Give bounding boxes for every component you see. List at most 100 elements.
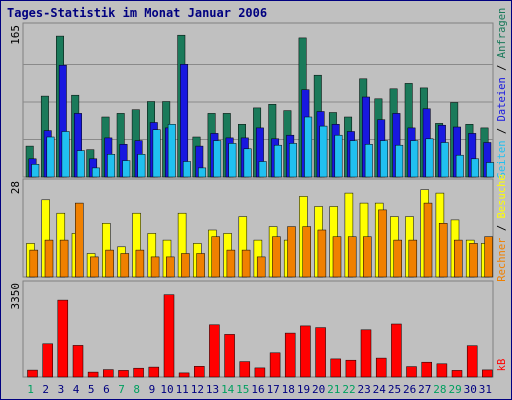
- bar-kb: [269, 352, 281, 378]
- legend-item: Dateien: [496, 77, 508, 121]
- day-label: 27: [418, 383, 431, 396]
- visits-legend: Rechner / Besuche: [496, 174, 508, 282]
- day-label: 25: [388, 383, 401, 396]
- bar-rechner: [166, 256, 175, 278]
- bar-seiten: [152, 129, 161, 178]
- day-label: 22: [342, 383, 355, 396]
- day-label: 1: [27, 383, 34, 396]
- bar-kb: [360, 329, 372, 378]
- bar-seiten: [395, 144, 404, 178]
- bar-rechner: [150, 256, 160, 278]
- bar-seiten: [455, 154, 464, 178]
- bar-seiten: [380, 140, 388, 178]
- day-label: 21: [327, 383, 340, 396]
- bar-rechner: [469, 243, 478, 278]
- bar-kb: [482, 369, 493, 378]
- bar-rechner: [59, 239, 69, 278]
- bar-kb: [148, 366, 160, 378]
- day-label: 13: [206, 383, 219, 396]
- requests-legend: Seiten / Dateien / Anfragen: [496, 8, 508, 179]
- bar-kb: [421, 361, 432, 378]
- day-label: 16: [251, 383, 264, 396]
- day-label: 5: [88, 383, 95, 396]
- bar-kb: [345, 359, 357, 378]
- bar-rechner: [347, 236, 357, 278]
- bar-rechner: [287, 226, 296, 278]
- legend-item: Rechner: [496, 237, 508, 281]
- bar-rechner: [181, 253, 190, 278]
- bar-seiten: [122, 160, 131, 178]
- day-label: 6: [103, 383, 110, 396]
- bar-kb: [466, 345, 478, 378]
- bar-seiten: [76, 150, 85, 178]
- bar-seiten: [31, 164, 40, 178]
- bar-kb: [330, 358, 341, 378]
- bar-kb: [27, 369, 38, 378]
- bar-seiten: [289, 143, 297, 178]
- day-label: 31: [479, 383, 492, 396]
- bar-kb: [391, 323, 402, 378]
- bar-rechner: [438, 223, 448, 278]
- bar-kb: [436, 363, 448, 378]
- bar-kb: [254, 367, 266, 378]
- bar-rechner: [423, 202, 433, 278]
- bar-seiten: [334, 134, 343, 178]
- bar-rechner: [196, 253, 205, 278]
- bar-kb: [406, 366, 417, 378]
- legend-separator: /: [496, 121, 508, 140]
- bar-seiten: [46, 136, 55, 178]
- bar-kb: [209, 324, 220, 378]
- y-max-label: 165: [9, 25, 22, 45]
- day-label: 12: [191, 383, 204, 396]
- day-label: 29: [448, 383, 461, 396]
- bar-seiten: [319, 125, 328, 178]
- day-label: 17: [267, 383, 280, 396]
- legend-item: Besuche: [496, 174, 508, 218]
- day-label: 24: [373, 383, 387, 396]
- bar-kb: [315, 327, 326, 378]
- bar-kb: [42, 343, 53, 378]
- bar-kb: [103, 369, 114, 378]
- bar-rechner: [332, 236, 342, 278]
- kbytes-legend: kB: [496, 359, 508, 372]
- bar-seiten: [425, 138, 434, 178]
- day-label: 19: [297, 383, 310, 396]
- bar-seiten: [349, 140, 358, 178]
- bar-rechner: [378, 209, 387, 278]
- day-label: 14: [221, 383, 235, 396]
- day-label: 11: [176, 383, 189, 396]
- bar-kb: [375, 357, 387, 378]
- bar-seiten: [440, 142, 449, 178]
- kbytes-series-kb: [27, 294, 493, 378]
- bar-seiten: [410, 140, 419, 178]
- legend-item: Anfragen: [496, 8, 508, 59]
- bar-seiten: [364, 144, 373, 178]
- bar-seiten: [182, 161, 191, 178]
- day-label: 9: [149, 383, 156, 396]
- bar-seiten: [167, 124, 176, 178]
- bar-kb: [72, 345, 84, 378]
- bar-kb: [57, 299, 69, 378]
- bar-kb: [133, 367, 144, 378]
- bar-rechner: [256, 256, 266, 278]
- day-label: 2: [42, 383, 49, 396]
- day-label: 30: [464, 383, 477, 396]
- legend-separator: /: [496, 219, 508, 238]
- bar-seiten: [213, 140, 222, 178]
- bar-kb: [118, 370, 129, 378]
- day-label: 20: [312, 383, 325, 396]
- bar-rechner: [135, 249, 145, 278]
- bar-rechner: [90, 256, 99, 278]
- day-label: 26: [403, 383, 416, 396]
- legend-item: Seiten: [496, 140, 508, 178]
- bar-seiten: [107, 154, 116, 178]
- bar-seiten: [273, 144, 282, 178]
- bar-rechner: [363, 236, 372, 278]
- bar-seiten: [228, 143, 237, 178]
- requests-series-seiten: [31, 116, 495, 178]
- day-label: 7: [118, 383, 125, 396]
- bar-dateien: [180, 64, 189, 178]
- bar-rechner: [105, 249, 114, 278]
